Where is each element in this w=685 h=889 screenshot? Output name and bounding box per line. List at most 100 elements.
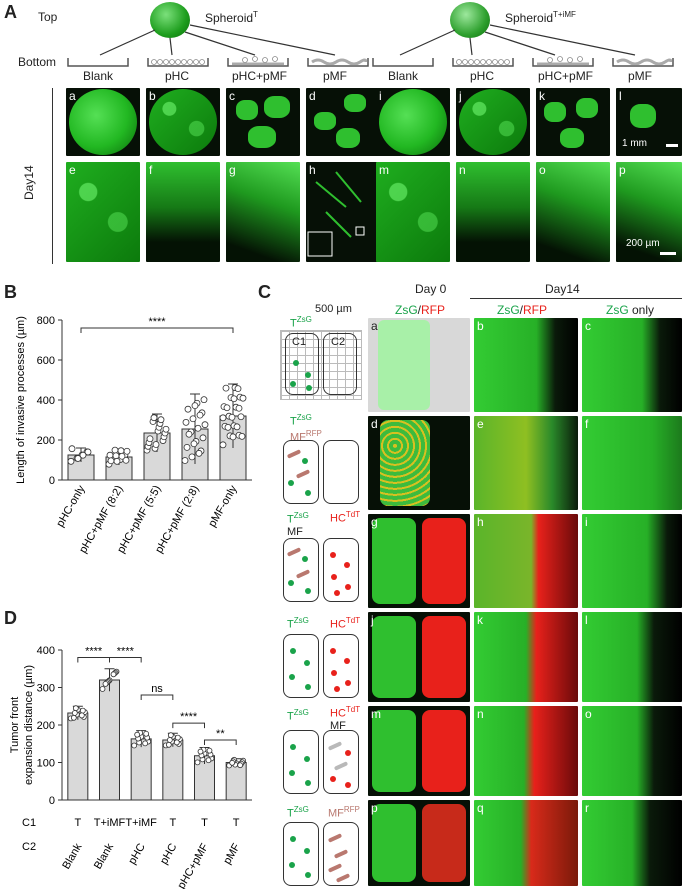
d-c1-label: T bbox=[74, 817, 81, 829]
b-point bbox=[235, 404, 243, 412]
b-sig-bracket bbox=[80, 327, 234, 333]
b-point bbox=[196, 411, 204, 419]
cond-label-4: pMF bbox=[323, 69, 347, 83]
well-row5-c2 bbox=[323, 730, 359, 794]
d-sig-bracket bbox=[77, 657, 110, 663]
cond-label-8: pMF bbox=[628, 69, 652, 83]
well-row6-c1 bbox=[283, 822, 319, 886]
b-point bbox=[234, 385, 242, 393]
micrograph-c-f: f bbox=[582, 416, 682, 510]
spheroid-timf-label: SpheroidT+iMF bbox=[505, 10, 576, 25]
d-ytick-label: 0 bbox=[49, 795, 55, 807]
micrograph-k: k bbox=[536, 88, 610, 156]
micrograph-n: n bbox=[456, 162, 530, 262]
well-c1 bbox=[285, 333, 319, 395]
bottom-label: Bottom bbox=[18, 55, 57, 69]
b-point bbox=[84, 448, 92, 456]
d-c2-label: Blank bbox=[60, 841, 84, 871]
micrograph-f: f bbox=[146, 162, 220, 262]
micrograph-c-l: l bbox=[582, 612, 682, 702]
panel-a-letter: A bbox=[4, 2, 17, 22]
b-point bbox=[188, 453, 196, 461]
b-point bbox=[199, 434, 207, 442]
b-ytick-label: 0 bbox=[49, 475, 55, 487]
d-ytick-label: 400 bbox=[37, 645, 55, 657]
b-point bbox=[181, 457, 189, 464]
row1-label: TZsG bbox=[290, 315, 312, 330]
micrograph-c: c bbox=[226, 88, 300, 156]
d-point bbox=[206, 747, 213, 754]
b-point bbox=[200, 396, 208, 404]
d-sig-label: **** bbox=[180, 711, 198, 723]
b-point bbox=[191, 402, 199, 409]
b-point bbox=[157, 416, 165, 424]
micrograph-c-h: h bbox=[474, 514, 578, 608]
d-sig-bracket bbox=[140, 694, 174, 700]
b-point bbox=[118, 452, 126, 460]
d-bar bbox=[99, 679, 120, 801]
b-point bbox=[111, 446, 119, 454]
row4-label: TZsG bbox=[287, 616, 309, 631]
micrograph-c-j: j bbox=[368, 612, 470, 702]
d-sig-bracket bbox=[172, 722, 205, 729]
micrograph-h: h bbox=[306, 162, 380, 262]
micrograph-i: i bbox=[376, 88, 450, 156]
b-point bbox=[150, 414, 158, 422]
row5-label: TZsG bbox=[287, 708, 309, 723]
d-ytick-label: 100 bbox=[37, 758, 55, 770]
b-point bbox=[201, 421, 209, 429]
d-sig-bracket bbox=[109, 657, 142, 663]
d-sig-label: ** bbox=[216, 728, 225, 740]
d-ytick-label: 300 bbox=[37, 683, 55, 695]
micrograph-c-g: g bbox=[368, 514, 470, 608]
d-sig-label: ns bbox=[151, 683, 163, 695]
b-point bbox=[184, 405, 192, 413]
b-point bbox=[152, 441, 160, 448]
cond-label-5: Blank bbox=[388, 69, 419, 83]
d-point bbox=[70, 714, 77, 721]
b-point bbox=[123, 447, 131, 455]
cond-label-2: pHC bbox=[165, 69, 190, 83]
micrograph-c-c: c bbox=[582, 318, 682, 412]
b-point bbox=[233, 423, 241, 431]
b-xtick-label: pMF-only bbox=[206, 483, 240, 529]
b-point bbox=[185, 430, 193, 438]
micrograph-o: o bbox=[536, 162, 610, 262]
d-ytick-label: 200 bbox=[37, 720, 55, 732]
micrograph-c-a: a bbox=[368, 318, 470, 412]
b-point bbox=[195, 449, 203, 457]
micrograph-e: e bbox=[66, 162, 140, 262]
spheroid-timf-icon bbox=[450, 2, 490, 38]
d-sig-label: **** bbox=[117, 646, 135, 658]
d-bar bbox=[67, 712, 89, 801]
well-row2-c2 bbox=[323, 440, 359, 504]
d-point bbox=[72, 705, 79, 712]
d-point bbox=[142, 740, 149, 747]
well-c2 bbox=[323, 333, 357, 395]
b-ytick-label: 200 bbox=[37, 435, 55, 447]
row6-label: TZsG bbox=[287, 805, 309, 820]
b-point bbox=[229, 433, 237, 441]
d-point bbox=[71, 710, 78, 716]
d-point bbox=[79, 707, 86, 714]
d-c2-label: pHC+pMF bbox=[175, 841, 211, 889]
scale-200um: 200 µm bbox=[626, 238, 660, 249]
micrograph-j: j bbox=[456, 88, 530, 156]
d-point bbox=[173, 739, 180, 746]
well-row4-c1 bbox=[283, 634, 319, 698]
micrograph-c-p: p bbox=[368, 800, 470, 886]
d-point bbox=[143, 730, 150, 737]
panel-b-letter: B bbox=[4, 282, 17, 302]
micrograph-g: g bbox=[226, 162, 300, 262]
scale-bar-top bbox=[666, 144, 678, 147]
b-point bbox=[223, 404, 231, 412]
d-point bbox=[237, 762, 244, 769]
well-row3-c2 bbox=[323, 538, 359, 602]
chart-b: 0 200 400 600 800 Length of invasive processe… bbox=[15, 315, 252, 555]
panel-d-letter: D bbox=[4, 608, 17, 628]
d-point bbox=[110, 671, 117, 678]
b-point bbox=[106, 451, 114, 459]
d-point bbox=[167, 732, 174, 739]
b-point bbox=[68, 445, 76, 453]
